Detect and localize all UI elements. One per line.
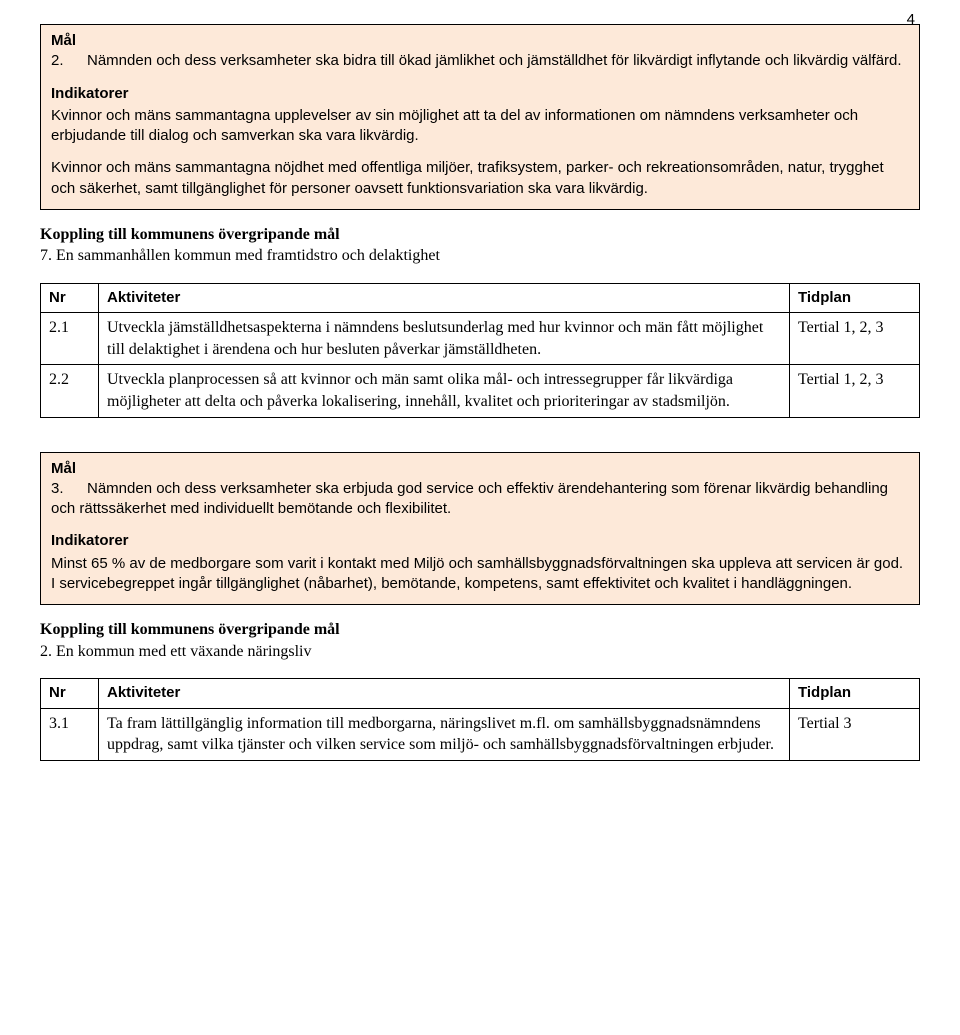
goal-2-indicators-heading: Indikatorer: [51, 84, 909, 104]
goal-2-text: Nämnden och dess verksamheter ska bidra …: [87, 52, 902, 69]
page-number: 4: [907, 10, 915, 30]
cell-text: Utveckla jämställdhetsaspekterna i nämnd…: [99, 313, 790, 365]
col-header-aktiviteter: Aktiviteter: [99, 679, 790, 708]
goal-2-body: 2.Nämnden och dess verksamheter ska bidr…: [51, 51, 909, 71]
activities-table-3: Nr Aktiviteter Tidplan 3.1 Ta fram lätti…: [40, 678, 920, 760]
goal-2-heading: Mål: [51, 31, 909, 51]
page: 4 Mål 2.Nämnden och dess verksamheter sk…: [0, 0, 960, 801]
link-3-item: 2. En kommun med ett växande näringsliv: [40, 641, 920, 663]
col-header-aktiviteter: Aktiviteter: [99, 283, 790, 312]
cell-nr: 2.2: [41, 365, 99, 417]
table-row: 2.1 Utveckla jämställdhetsaspekterna i n…: [41, 313, 920, 365]
link-2-heading: Koppling till kommunens övergripande mål: [40, 224, 920, 246]
section-spacer: [40, 418, 920, 452]
cell-tid: Tertial 1, 2, 3: [790, 365, 920, 417]
goal-3-heading: Mål: [51, 459, 909, 479]
table-row: 2.2 Utveckla planprocessen så att kvinno…: [41, 365, 920, 417]
cell-tid: Tertial 1, 2, 3: [790, 313, 920, 365]
table-header-row: Nr Aktiviteter Tidplan: [41, 679, 920, 708]
col-header-tidplan: Tidplan: [790, 283, 920, 312]
goal-2-indicator-2: Kvinnor och mäns sammantagna nöjdhet med…: [51, 158, 909, 199]
link-2-item: 7. En sammanhållen kommun med framtidstr…: [40, 245, 920, 267]
col-header-tidplan: Tidplan: [790, 679, 920, 708]
cell-text: Utveckla planprocessen så att kvinnor oc…: [99, 365, 790, 417]
goal-3-box: Mål 3.Nämnden och dess verksamheter ska …: [40, 452, 920, 606]
goal-2-box: Mål 2.Nämnden och dess verksamheter ska …: [40, 24, 920, 210]
table-row: 3.1 Ta fram lättillgänglig information t…: [41, 708, 920, 760]
goal-3-text: Nämnden och dess verksamheter ska erbjud…: [51, 480, 888, 517]
goal-2-indicator-1: Kvinnor och mäns sammantagna upplevelser…: [51, 106, 909, 147]
cell-text: Ta fram lättillgänglig information till …: [99, 708, 790, 760]
cell-nr: 3.1: [41, 708, 99, 760]
col-header-nr: Nr: [41, 283, 99, 312]
table-header-row: Nr Aktiviteter Tidplan: [41, 283, 920, 312]
goal-3-number: 3.: [51, 479, 87, 499]
goal-3-indicator-1: Minst 65 % av de medborgare som varit i …: [51, 554, 909, 595]
activities-table-2: Nr Aktiviteter Tidplan 2.1 Utveckla jäms…: [40, 283, 920, 418]
goal-2-number: 2.: [51, 51, 87, 71]
link-3-heading: Koppling till kommunens övergripande mål: [40, 619, 920, 641]
cell-nr: 2.1: [41, 313, 99, 365]
goal-3-body: 3.Nämnden och dess verksamheter ska erbj…: [51, 479, 909, 520]
goal-3-indicators-heading: Indikatorer: [51, 531, 909, 551]
col-header-nr: Nr: [41, 679, 99, 708]
cell-tid: Tertial 3: [790, 708, 920, 760]
